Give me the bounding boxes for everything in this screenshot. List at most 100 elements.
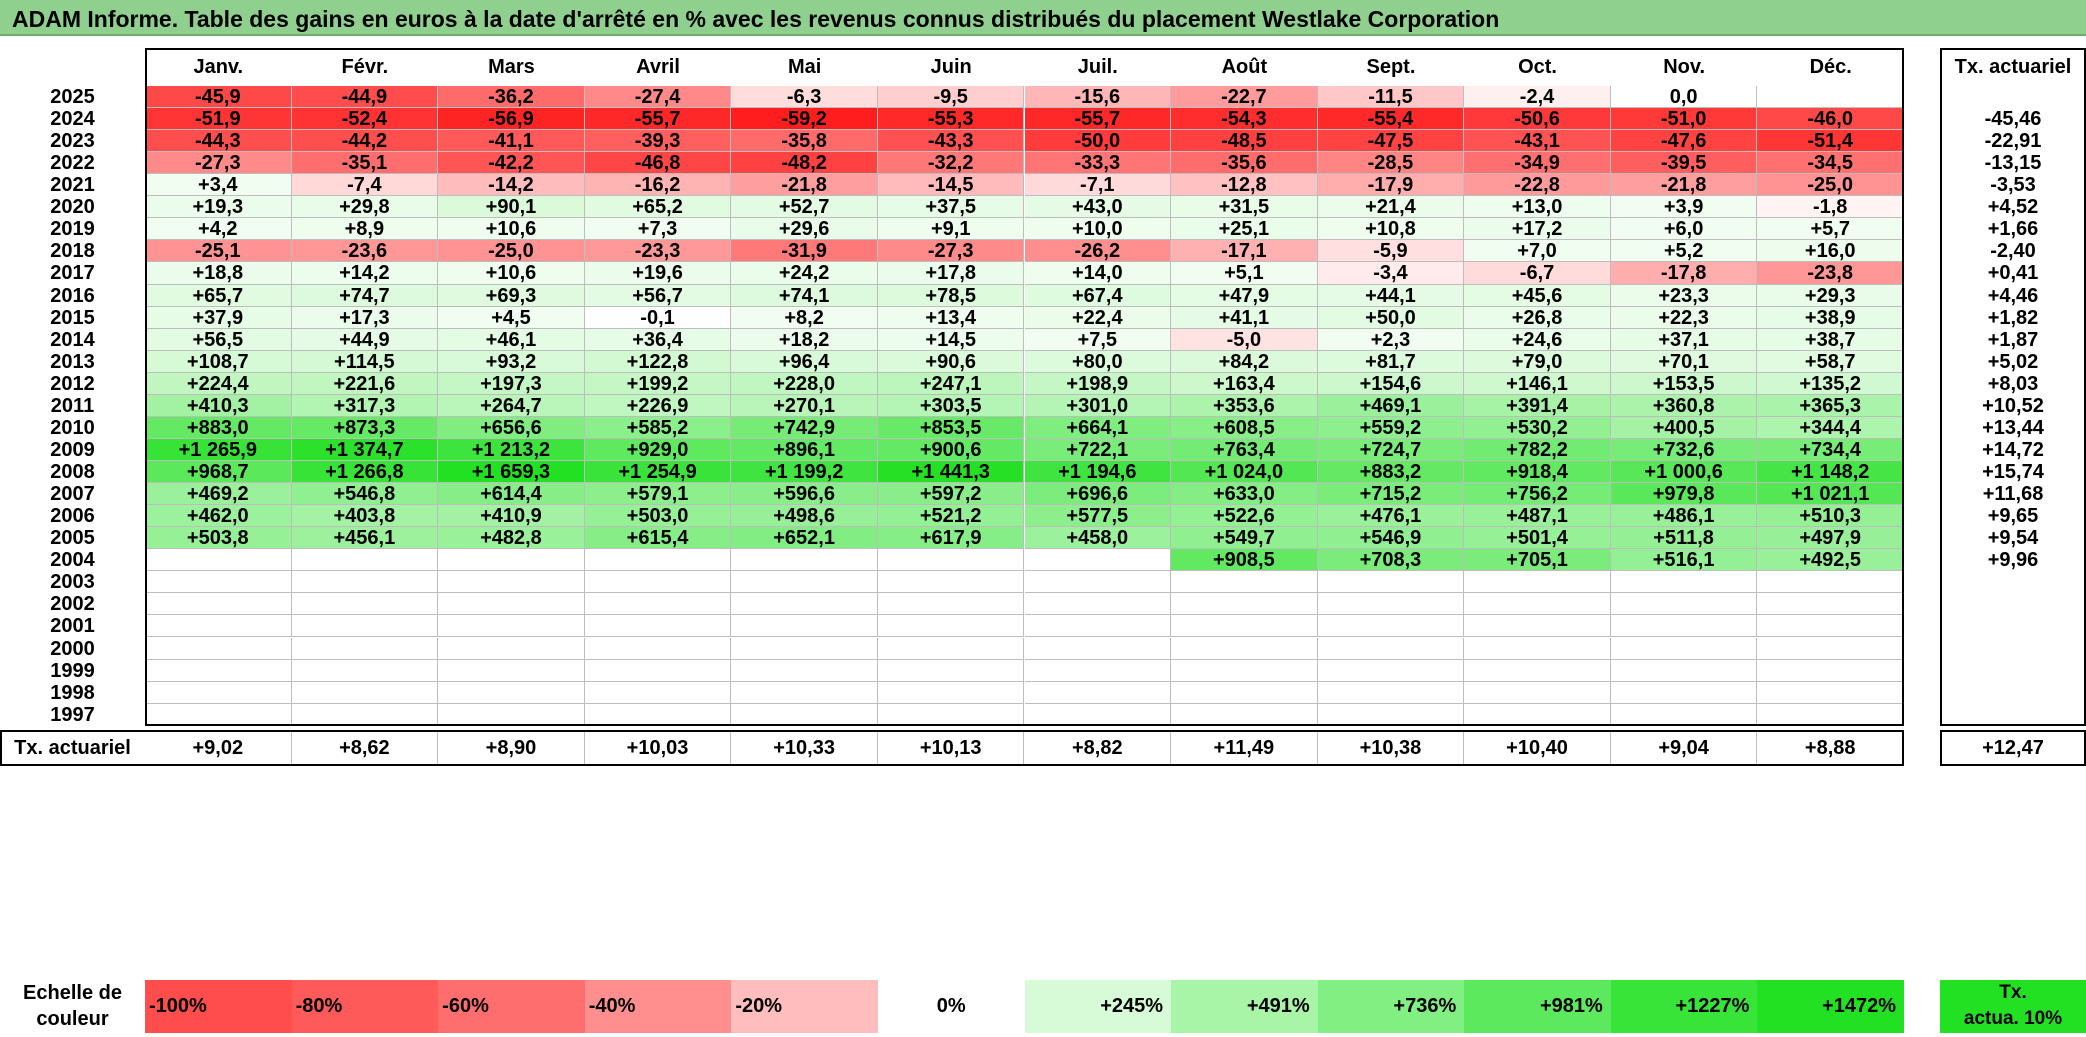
heatmap-cell: +4,2 <box>145 218 292 241</box>
heatmap-cell: -45,9 <box>145 86 292 109</box>
heatmap-cell: +410,9 <box>438 505 585 528</box>
heatmap-cell: +21,4 <box>1317 196 1465 219</box>
heatmap-cell: +163,4 <box>1171 372 1318 395</box>
heatmap-cell: +37,5 <box>877 196 1025 219</box>
heatmap-cell: +1 659,3 <box>438 461 585 484</box>
heatmap-cell <box>291 593 439 616</box>
footer-label: Tx. actuariel <box>14 736 131 759</box>
heatmap-cell: -35,6 <box>1171 152 1318 175</box>
heatmap-cell: +226,9 <box>584 394 732 417</box>
heatmap-cell: +492,5 <box>1757 549 1904 572</box>
heatmap-cell <box>438 703 585 726</box>
heatmap-cell: -59,2 <box>731 108 878 131</box>
row-rate: +4,52 <box>1987 196 2039 219</box>
heatmap-cell: +38,7 <box>1757 328 1904 351</box>
year-label: 2005 <box>50 527 95 550</box>
heatmap-cell <box>1024 659 1172 682</box>
heatmap-cell <box>291 681 439 704</box>
heatmap-cell: +31,5 <box>1171 196 1318 219</box>
heatmap-cell: +44,1 <box>1317 284 1465 307</box>
heatmap-cell: +344,4 <box>1757 416 1904 439</box>
heatmap-cell: +715,2 <box>1317 483 1465 506</box>
heatmap-cell: -55,7 <box>584 108 732 131</box>
heatmap-cell: +46,1 <box>438 328 585 351</box>
heatmap-cell: -43,3 <box>877 130 1025 153</box>
heatmap-cell <box>1464 593 1611 616</box>
heatmap-cell: -35,8 <box>731 130 878 153</box>
heatmap-cell: +23,3 <box>1610 284 1758 307</box>
heatmap-cell: +896,1 <box>731 438 878 461</box>
heatmap-cell: -39,3 <box>584 130 732 153</box>
heatmap-cell: +1 213,2 <box>438 438 585 461</box>
heatmap-cell: +3,9 <box>1610 196 1758 219</box>
heatmap-cell: -7,4 <box>291 174 439 197</box>
column-header: Nov. <box>1663 56 1706 78</box>
heatmap-cell: +391,4 <box>1464 394 1611 417</box>
heatmap-cell: +742,9 <box>731 416 878 439</box>
heatmap-cell: -27,3 <box>145 152 292 175</box>
scale-swatch: +1227% <box>1610 980 1758 1033</box>
row-rate: +10,52 <box>1982 394 2044 417</box>
heatmap-cell: -44,9 <box>291 86 439 109</box>
heatmap-cell <box>145 703 292 726</box>
heatmap-cell: +763,4 <box>1171 438 1318 461</box>
heatmap-cell: +900,6 <box>877 438 1025 461</box>
scale-label-line1: Echelle de <box>23 982 122 1004</box>
heatmap-cell: +114,5 <box>291 350 439 373</box>
scale-swatch: 0% <box>877 980 1025 1033</box>
heatmap-cell: +90,1 <box>438 196 585 219</box>
year-label: 2007 <box>50 483 95 506</box>
heatmap-cell <box>145 659 292 682</box>
row-rate <box>1940 593 2086 615</box>
heatmap-cell: +476,1 <box>1317 505 1465 528</box>
heatmap-cell: +18,8 <box>145 262 292 285</box>
heatmap-cell <box>1024 637 1172 660</box>
heatmap-cell: +365,3 <box>1757 394 1904 417</box>
heatmap-cell: +929,0 <box>584 438 732 461</box>
heatmap-cell: +14,2 <box>291 262 439 285</box>
heatmap-cell <box>1024 703 1172 726</box>
heatmap-cell: -1,8 <box>1757 196 1904 219</box>
heatmap-cell: +37,9 <box>145 306 292 329</box>
heatmap-cell: +29,3 <box>1757 284 1904 307</box>
heatmap-cell: -23,3 <box>584 240 732 263</box>
heatmap-cell: +503,8 <box>145 527 292 550</box>
heatmap-cell: -0,1 <box>584 306 732 329</box>
rate-swatch-line2: actua. 10% <box>1963 1008 2063 1029</box>
heatmap-cell: +38,9 <box>1757 306 1904 329</box>
heatmap-cell: +93,2 <box>438 350 585 373</box>
heatmap-cell <box>145 637 292 660</box>
heatmap-cell: +410,3 <box>145 394 292 417</box>
heatmap-cell: -15,6 <box>1024 86 1172 109</box>
heatmap-cell: +7,5 <box>1024 328 1172 351</box>
heatmap-cell <box>1171 593 1318 616</box>
heatmap-cell <box>1464 637 1611 660</box>
heatmap-cell: +400,5 <box>1610 416 1758 439</box>
heatmap-cell: +3,4 <box>145 174 292 197</box>
footer-rate: +9,02 <box>145 729 292 766</box>
column-header: Août <box>1221 56 1268 78</box>
rate-column-header: Tx. actuariel <box>1954 56 2072 78</box>
heatmap-cell: +135,2 <box>1757 372 1904 395</box>
year-label: 2023 <box>50 130 95 153</box>
heatmap-cell: +462,0 <box>145 505 292 528</box>
heatmap-cell: -27,4 <box>584 86 732 109</box>
heatmap-cell: +90,6 <box>877 350 1025 373</box>
column-header: Avril <box>636 56 680 78</box>
heatmap-cell: -32,2 <box>877 152 1025 175</box>
heatmap-cell <box>291 637 439 660</box>
heatmap-cell: +221,6 <box>291 372 439 395</box>
heatmap-cell: +522,6 <box>1171 505 1318 528</box>
heatmap-cell: -47,5 <box>1317 130 1465 153</box>
heatmap-cell: 0,0 <box>1610 86 1758 109</box>
heatmap-cell: +70,1 <box>1610 350 1758 373</box>
heatmap-cell: +5,2 <box>1610 240 1758 263</box>
heatmap-cell <box>145 681 292 704</box>
heatmap-cell: +43,0 <box>1024 196 1172 219</box>
heatmap-cell: +19,3 <box>145 196 292 219</box>
heatmap-cell: -17,8 <box>1610 262 1758 285</box>
heatmap-cell <box>1317 659 1465 682</box>
heatmap-cell: -17,1 <box>1171 240 1318 263</box>
heatmap-cell: +979,8 <box>1610 483 1758 506</box>
year-label: 2008 <box>50 461 95 484</box>
